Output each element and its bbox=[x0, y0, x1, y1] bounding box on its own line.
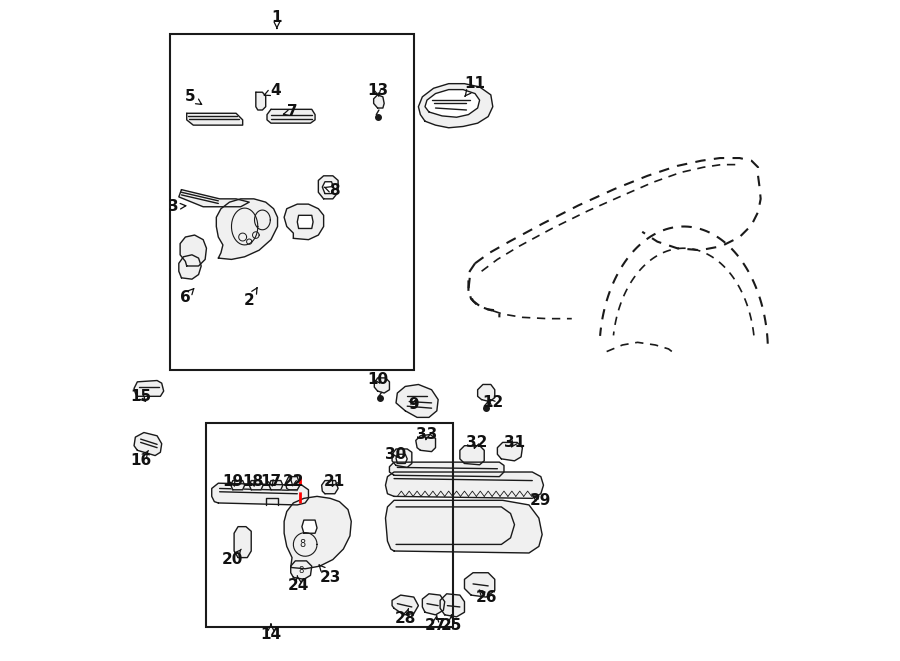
Polygon shape bbox=[302, 520, 317, 533]
Polygon shape bbox=[392, 449, 412, 467]
Polygon shape bbox=[134, 381, 164, 397]
Polygon shape bbox=[284, 204, 324, 240]
Text: 18: 18 bbox=[242, 475, 263, 489]
Polygon shape bbox=[234, 527, 251, 558]
Text: 28: 28 bbox=[394, 609, 416, 627]
Text: 32: 32 bbox=[465, 435, 487, 450]
Polygon shape bbox=[396, 454, 407, 463]
Polygon shape bbox=[425, 90, 480, 117]
Polygon shape bbox=[322, 182, 334, 194]
Text: 21: 21 bbox=[324, 475, 346, 489]
Text: 20: 20 bbox=[222, 549, 244, 567]
Polygon shape bbox=[478, 385, 495, 402]
Text: 10: 10 bbox=[367, 372, 388, 387]
Polygon shape bbox=[374, 95, 384, 108]
Polygon shape bbox=[374, 378, 390, 393]
Polygon shape bbox=[267, 109, 315, 123]
Polygon shape bbox=[179, 190, 249, 207]
Text: 16: 16 bbox=[130, 451, 151, 469]
Polygon shape bbox=[396, 385, 438, 417]
Polygon shape bbox=[416, 434, 436, 451]
Polygon shape bbox=[230, 481, 245, 490]
Polygon shape bbox=[134, 432, 162, 455]
Bar bbox=[170, 34, 414, 370]
Polygon shape bbox=[285, 477, 300, 490]
Text: 8: 8 bbox=[299, 566, 304, 574]
Polygon shape bbox=[179, 254, 202, 279]
Text: 26: 26 bbox=[475, 590, 497, 605]
Text: 33: 33 bbox=[417, 427, 437, 442]
Text: 13: 13 bbox=[367, 83, 388, 98]
Text: 3: 3 bbox=[168, 199, 185, 214]
Polygon shape bbox=[422, 594, 445, 615]
Text: 22: 22 bbox=[283, 475, 304, 489]
Polygon shape bbox=[186, 113, 243, 125]
Polygon shape bbox=[385, 472, 544, 498]
Text: 8: 8 bbox=[324, 184, 340, 198]
Text: 23: 23 bbox=[319, 565, 341, 585]
Text: 7: 7 bbox=[284, 104, 297, 120]
Polygon shape bbox=[321, 481, 338, 494]
Polygon shape bbox=[464, 572, 495, 597]
Polygon shape bbox=[440, 594, 464, 617]
Text: 14: 14 bbox=[260, 624, 282, 642]
Text: 24: 24 bbox=[288, 576, 310, 594]
Polygon shape bbox=[392, 595, 418, 615]
Text: 17: 17 bbox=[260, 475, 282, 489]
Text: 19: 19 bbox=[222, 475, 243, 489]
Polygon shape bbox=[212, 483, 309, 505]
Polygon shape bbox=[284, 496, 351, 568]
Bar bbox=[206, 422, 454, 627]
Text: 15: 15 bbox=[130, 389, 151, 404]
Polygon shape bbox=[180, 235, 206, 266]
Polygon shape bbox=[269, 481, 283, 490]
Polygon shape bbox=[385, 500, 542, 553]
Text: 11: 11 bbox=[464, 76, 485, 97]
Text: 9: 9 bbox=[409, 397, 419, 412]
Text: 1: 1 bbox=[272, 11, 282, 28]
Polygon shape bbox=[249, 481, 263, 490]
Text: 8: 8 bbox=[300, 539, 306, 549]
Text: 6: 6 bbox=[180, 289, 194, 305]
Text: 5: 5 bbox=[184, 89, 202, 104]
Polygon shape bbox=[460, 446, 484, 465]
Polygon shape bbox=[297, 215, 313, 229]
Polygon shape bbox=[256, 93, 266, 110]
Polygon shape bbox=[291, 561, 311, 579]
Text: 27: 27 bbox=[425, 615, 446, 633]
Polygon shape bbox=[216, 199, 277, 259]
Text: 12: 12 bbox=[482, 395, 503, 410]
Text: 2: 2 bbox=[244, 288, 257, 309]
Text: 4: 4 bbox=[265, 83, 281, 98]
Polygon shape bbox=[418, 84, 493, 128]
Polygon shape bbox=[390, 462, 504, 477]
Text: 31: 31 bbox=[504, 435, 525, 450]
Text: 29: 29 bbox=[530, 493, 552, 508]
Text: 25: 25 bbox=[441, 615, 462, 633]
Polygon shape bbox=[319, 176, 338, 199]
Text: 30: 30 bbox=[385, 447, 407, 462]
Polygon shape bbox=[498, 442, 522, 461]
